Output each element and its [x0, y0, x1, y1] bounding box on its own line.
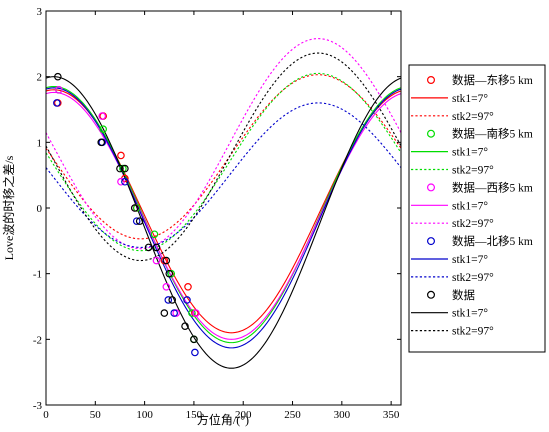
legend-label: stk1=7°	[452, 147, 488, 159]
y-tick-label: 3	[37, 6, 43, 18]
y-tick-label: 2	[37, 72, 43, 84]
legend-label: stk2=97°	[452, 326, 494, 338]
legend-label: stk2=97°	[452, 165, 494, 177]
series-4-data-point	[54, 72, 62, 81]
legend-box	[408, 64, 546, 353]
series-4-data-point	[121, 164, 129, 173]
x-tick-label: 200	[235, 409, 252, 421]
series-1-data-point	[150, 230, 159, 239]
y-tick-label: -2	[33, 334, 42, 346]
series-4-data-point	[135, 217, 144, 225]
series-2-data-point	[152, 256, 161, 265]
series-4-data-point	[165, 269, 174, 278]
x-tick-label: 0	[43, 409, 49, 421]
series-4-data-point	[168, 296, 177, 304]
curves-layer	[45, 38, 402, 369]
legend-label: 数据—北移5 km	[452, 234, 533, 248]
x-tick-label: 250	[284, 409, 301, 421]
legend: 数据—东移5 km stk1=7° stk2=97° 数据—南移5 km stk1=7°…	[408, 64, 546, 353]
series-4-data-point	[181, 322, 189, 331]
series-4-data-point	[97, 138, 106, 147]
legend-label: stk1=7°	[452, 254, 488, 266]
legend-label: stk2=97°	[452, 111, 494, 123]
x-tick-label: 100	[136, 409, 153, 421]
series-1-data-point	[99, 125, 107, 134]
series-0-data-point	[184, 282, 192, 291]
series-4-data-point	[144, 243, 153, 252]
series-3-data-point	[53, 99, 61, 107]
series-4-data-point	[116, 164, 124, 173]
points-layer	[53, 72, 200, 357]
y-tick-label: -3	[33, 400, 43, 412]
ticks-layer: 0 50 100 150 200 250 300 350 -3 -2 -1 0 1 2 3	[33, 6, 401, 421]
legend-label: stk2=97°	[452, 272, 494, 284]
legend-label: 数据—西移5 km	[452, 180, 533, 194]
series-2-data-point	[117, 177, 125, 186]
series-2-data-point	[98, 112, 107, 120]
x-tick-label: 50	[90, 409, 102, 421]
legend-marker	[427, 183, 436, 192]
x-axis-title: 方位角/(°)	[197, 412, 249, 427]
series-3-data-point	[183, 296, 191, 304]
legend-label: stk2=97°	[452, 218, 494, 230]
legend-label: 数据—南移5 km	[452, 127, 533, 141]
series-4-data-point	[160, 309, 169, 317]
x-tick-label: 300	[334, 409, 351, 421]
series-4-stk2-curve	[45, 52, 402, 262]
x-tick-label: 350	[383, 409, 400, 421]
legend-label: stk1=7°	[452, 308, 488, 320]
series-3-data-point	[121, 177, 129, 186]
y-tick-label: 1	[37, 137, 43, 149]
series-4-data-point	[162, 256, 171, 265]
series-2-data-point	[192, 309, 200, 317]
series-2-data-point	[55, 86, 63, 94]
legend-marker	[427, 237, 436, 246]
series-3-stk2-curve	[45, 102, 402, 248]
series-3-data-point	[164, 296, 173, 304]
x-tick-label: 150	[186, 409, 203, 421]
y-axis-title: Love波的时移之差/s	[1, 155, 16, 260]
legend-marker	[427, 290, 436, 299]
legend-marker	[427, 129, 436, 138]
y-tick-label: -1	[33, 269, 42, 281]
legend-label: stk1=7°	[452, 200, 488, 212]
legend-label: 数据—东移5 km	[452, 73, 533, 87]
series-1-stk2-curve	[45, 72, 402, 252]
series-0-stk2-curve	[45, 74, 402, 240]
plot-background	[46, 11, 401, 405]
series-3-data-point	[132, 217, 141, 225]
series-4-data-point	[190, 335, 198, 344]
legend-marker	[427, 75, 436, 84]
series-4-data-point	[152, 243, 161, 252]
legend-label: stk1=7°	[452, 93, 488, 105]
series-3-data-point	[170, 309, 178, 317]
series-0-data-point	[117, 151, 125, 160]
series-2-data-point	[162, 282, 171, 291]
series-3-data-point	[191, 348, 199, 357]
legend-label: 数据	[452, 288, 475, 302]
series-1-data-point	[188, 309, 196, 317]
series-4-stk1-curve	[45, 76, 402, 369]
y-tick-label: 0	[37, 203, 43, 215]
series-4-data-point	[130, 204, 139, 212]
